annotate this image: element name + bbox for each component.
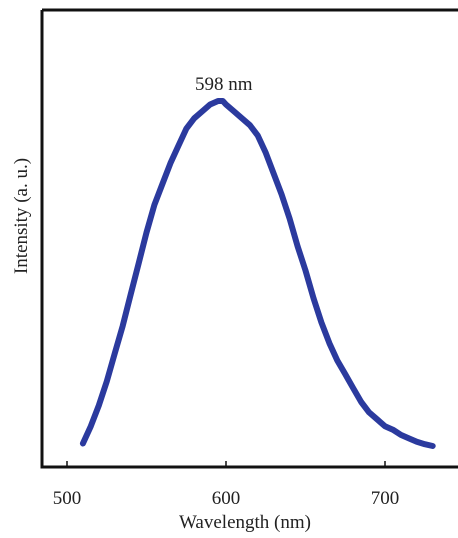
peak-annotation: 598 nm <box>195 74 253 95</box>
y-axis-title: Intensity (a. u.) <box>11 158 32 274</box>
series-layer <box>83 101 433 446</box>
x-tick-label: 600 <box>212 488 241 509</box>
x-tick-label: 700 <box>371 488 400 509</box>
labels: Wavelength (nm) Intensity (a. u.) 598 nm <box>11 74 311 533</box>
x-tick-label: 500 <box>53 488 82 509</box>
x-axis-title: Wavelength (nm) <box>179 512 311 533</box>
series-line <box>83 101 433 446</box>
